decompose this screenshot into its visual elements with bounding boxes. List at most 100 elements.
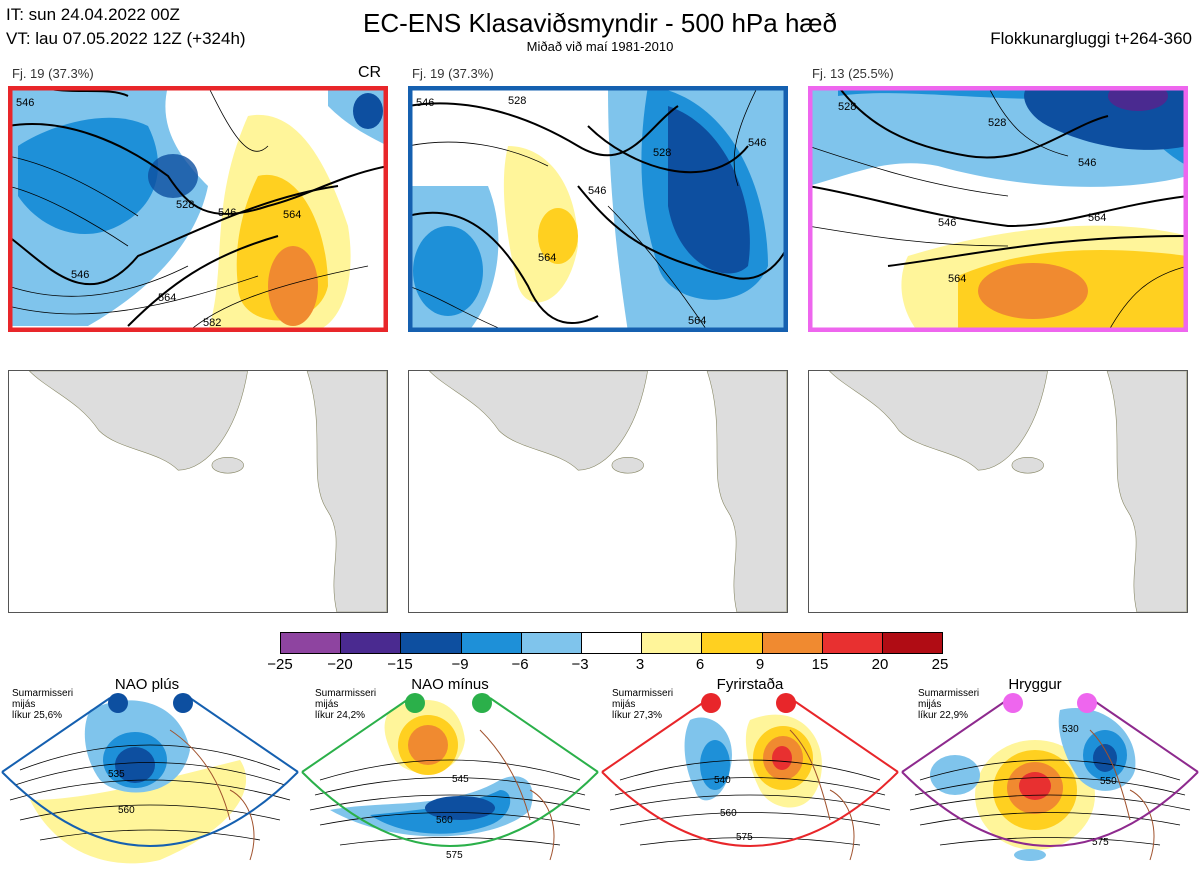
- regime-2-title: NAO mínus: [411, 676, 489, 693]
- colorbar-swatch: [882, 633, 943, 653]
- cluster-3-contour-label: 564: [948, 273, 966, 285]
- colorbar-tick: −9: [451, 656, 469, 673]
- colorbar-tick: −20: [327, 656, 353, 673]
- regime-4-dot: [1003, 693, 1023, 713]
- regime-3-dot: [776, 693, 796, 713]
- cluster-2-contour-label: 564: [538, 252, 556, 264]
- init-time: IT: sun 24.04.2022 00Z: [6, 5, 180, 24]
- colorbar-swatch: [581, 633, 643, 653]
- regime-4-title: Hryggur: [1008, 676, 1062, 693]
- regime-2-dot: [472, 693, 492, 713]
- colorbar-tick: 3: [635, 656, 645, 673]
- colorbar-tick: −6: [511, 656, 529, 673]
- regime-probability: líkur 25,6%: [12, 710, 63, 721]
- regime-probability: líkur 27,3%: [612, 710, 663, 721]
- cluster-3-label: Fj. 13 (25.5%): [812, 66, 894, 81]
- cluster-1-contour-label: 564: [283, 209, 301, 221]
- colorbar-tick: 15: [811, 656, 829, 673]
- cluster-2-frame: [408, 86, 788, 332]
- regime-2-info: Sumarmisseri mijás líkur 24,2%: [315, 688, 376, 721]
- regime-season: Sumarmisseri: [612, 688, 674, 699]
- regime-4-contour-label: 575: [1092, 837, 1109, 848]
- cluster-1-map[interactable]: 546 528 546 564 564 546 582: [8, 86, 388, 332]
- colorbar-tick: 9: [755, 656, 765, 673]
- colorbar: [280, 632, 943, 654]
- regime-frequency: mijás: [12, 699, 36, 710]
- cluster-2-label: Fj. 19 (37.3%): [412, 66, 494, 81]
- regime-1-dot: [173, 693, 193, 713]
- regime-season: Sumarmisseri: [918, 688, 980, 699]
- cluster-3-contour-label: 564: [1088, 212, 1106, 224]
- regime-2-dot: [405, 693, 425, 713]
- colorbar-swatch: [642, 633, 703, 653]
- regime-1-contour-label: 535: [108, 769, 125, 780]
- regime-3-map[interactable]: 540 560 575: [600, 690, 900, 871]
- colorbar-tick: −3: [571, 656, 589, 673]
- cluster-2-contour-label: 546: [416, 97, 434, 109]
- cluster-3-frame: [808, 86, 1188, 332]
- base-map-1[interactable]: [8, 370, 388, 613]
- regime-4-contour-label: 530: [1062, 724, 1079, 735]
- regime-4-dot: [1077, 693, 1097, 713]
- colorbar-tick: −25: [267, 656, 293, 673]
- regime-frequency: mijás: [315, 699, 339, 710]
- cluster-1-badge: CR: [358, 64, 382, 81]
- colorbar-swatch: [341, 633, 402, 653]
- colorbar-swatch: [822, 633, 883, 653]
- regime-3-contour-label: 575: [736, 832, 753, 843]
- colorbar-tick: −15: [387, 656, 413, 673]
- cluster-1-contour-label: 564: [158, 292, 176, 304]
- cluster-3-map[interactable]: 528 528 546 546 564 564: [808, 86, 1188, 332]
- colorbar-tick: 20: [871, 656, 889, 673]
- cluster-1-frame: [8, 86, 388, 332]
- colorbar-tick: 25: [931, 656, 949, 673]
- cluster-1-contour-label: 582: [203, 317, 221, 329]
- cluster-3-contour-label: 546: [1078, 157, 1096, 169]
- base-map-3[interactable]: [808, 370, 1188, 613]
- page-title: EC-ENS Klasaviðsmyndir - 500 hPa hæð: [363, 8, 837, 38]
- colorbar-swatch: [521, 633, 582, 653]
- regime-frequency: mijás: [918, 699, 942, 710]
- regime-4-info: Sumarmisseri mijás líkur 22,9%: [918, 688, 979, 721]
- regime-1-info: Sumarmisseri mijás líkur 25,6%: [12, 688, 73, 721]
- cluster-1-contour-label: 528: [176, 199, 194, 211]
- regime-frequency: mijás: [612, 699, 636, 710]
- colorbar-swatch: [762, 633, 823, 653]
- regime-4-contour-label: 550: [1100, 776, 1117, 787]
- regime-1-title: NAO plús: [114, 676, 180, 693]
- regime-2-map[interactable]: 545 560 575: [300, 690, 600, 871]
- regime-3-contour-label: 540: [714, 775, 731, 786]
- cluster-3-contour-label: 546: [938, 217, 956, 229]
- valid-time: VT: lau 07.05.2022 12Z (+324h): [6, 29, 246, 48]
- colorbar-swatch: [461, 633, 522, 653]
- classification-window: Flokkunargluggi t+264-360: [990, 29, 1192, 48]
- regime-1-map[interactable]: 535 560: [0, 690, 300, 871]
- regime-season: Sumarmisseri: [12, 688, 74, 699]
- cluster-1-contour-label: 546: [71, 269, 89, 281]
- regime-2-contour-label: 560: [436, 815, 453, 826]
- regime-2-contour-label: 575: [446, 850, 463, 861]
- regime-season: Sumarmisseri: [315, 688, 377, 699]
- cluster-2-contour-label: 546: [588, 185, 606, 197]
- base-map-2[interactable]: [408, 370, 788, 613]
- cluster-1-contour-label: 546: [16, 97, 34, 109]
- regime-2-contour-label: 545: [452, 774, 469, 785]
- cluster-1-contour-label: 546: [218, 207, 236, 219]
- regime-3-dot: [701, 693, 721, 713]
- regime-3-info: Sumarmisseri mijás líkur 27,3%: [612, 688, 673, 721]
- cluster-2-contour-label: 546: [748, 137, 766, 149]
- cluster-2-contour-label: 564: [688, 315, 706, 327]
- regime-1-contour-label: 560: [118, 805, 135, 816]
- page-subtitle: Miðað við maí 1981-2010: [526, 39, 674, 54]
- colorbar-tick: 6: [695, 656, 705, 673]
- cluster-3-contour-label: 528: [988, 117, 1006, 129]
- cluster-2-contour-label: 528: [653, 147, 671, 159]
- regime-4-map[interactable]: 530 550 575: [900, 690, 1200, 871]
- regime-probability: líkur 24,2%: [315, 710, 366, 721]
- colorbar-swatch: [281, 633, 342, 653]
- cluster-1-label: Fj. 19 (37.3%): [12, 66, 94, 81]
- regime-probability: líkur 22,9%: [918, 710, 969, 721]
- cluster-3-contour-label: 528: [838, 101, 856, 113]
- cluster-2-map[interactable]: 546 528 528 546 546 564 564: [408, 86, 788, 332]
- colorbar-swatch: [401, 633, 462, 653]
